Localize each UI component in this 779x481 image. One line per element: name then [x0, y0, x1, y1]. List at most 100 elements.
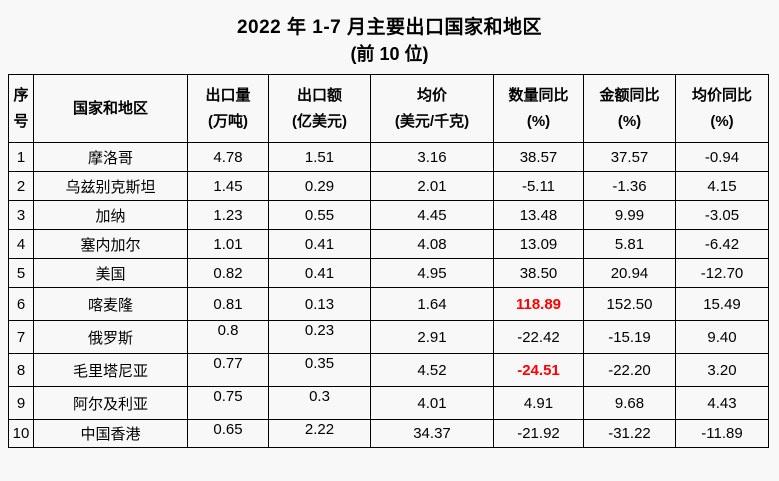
- cell-country: 俄罗斯: [33, 320, 188, 354]
- cell-export_qty: 0.65: [187, 419, 269, 448]
- cell-export_qty: 0.8: [187, 320, 269, 354]
- cell-price_yoy: 9.40: [675, 320, 769, 354]
- header-line-2: (美元/千克): [394, 112, 470, 130]
- cell-country: 加纳: [33, 200, 188, 230]
- cell-qty_yoy: 118.89: [493, 287, 584, 321]
- cell-no: 3: [8, 200, 34, 230]
- header-line-2: (%): [710, 112, 734, 130]
- cell-no: 2: [8, 171, 34, 201]
- export-countries-table: 序号国家和地区 出口量 (万吨) 出口额 (亿美元) 均价 (美元/千克) 数量同比 (%) 金额…: [8, 74, 769, 448]
- header-line-1: 国家和地区: [72, 99, 148, 117]
- table-row: 3 加纳 1.23 0.55 4.45 13.48 9.99 -3.05: [8, 200, 769, 230]
- header-line-2: (亿美元): [292, 112, 347, 130]
- cell-country: 乌兹别克斯坦: [33, 171, 188, 201]
- cell-avg_price: 34.37: [370, 419, 494, 448]
- cell-value_yoy: -22.20: [583, 353, 676, 387]
- cell-export_value: 0.23: [268, 320, 371, 354]
- cell-avg_price: 4.01: [370, 386, 494, 420]
- header-line-2: 号: [13, 112, 29, 130]
- cell-no: 10: [8, 419, 34, 448]
- cell-price_yoy: 3.20: [675, 353, 769, 387]
- cell-value_yoy: -15.19: [583, 320, 676, 354]
- column-header-qty_yoy: 数量同比 (%): [493, 74, 584, 143]
- page-title: 2022 年 1-7 月主要出口国家和地区 (前 10 位): [0, 0, 779, 68]
- cell-no: 7: [8, 320, 34, 354]
- header-line-1: 均价同比: [691, 86, 752, 104]
- cell-avg_price: 3.16: [370, 142, 494, 172]
- cell-price_yoy: -12.70: [675, 258, 769, 288]
- cell-value_yoy: -31.22: [583, 419, 676, 448]
- cell-avg_price: 1.64: [370, 287, 494, 321]
- header-line-1: 出口量: [205, 86, 251, 104]
- cell-price_yoy: 15.49: [675, 287, 769, 321]
- cell-price_yoy: 4.43: [675, 386, 769, 420]
- cell-price_yoy: -11.89: [675, 419, 769, 448]
- header-line-2: (%): [526, 112, 551, 130]
- cell-avg_price: 2.01: [370, 171, 494, 201]
- cell-qty_yoy: 4.91: [493, 386, 584, 420]
- cell-avg_price: 2.91: [370, 320, 494, 354]
- table-row: 5 美国 0.82 0.41 4.95 38.50 20.94 -12.70: [8, 258, 769, 288]
- cell-price_yoy: -0.94: [675, 142, 769, 172]
- cell-country: 阿尔及利亚: [33, 386, 188, 420]
- cell-no: 9: [8, 386, 34, 420]
- cell-export_qty: 0.75: [187, 386, 269, 420]
- cell-value_yoy: -1.36: [583, 171, 676, 201]
- cell-qty_yoy: -5.11: [493, 171, 584, 201]
- table-row: 8 毛里塔尼亚 0.77 0.35 4.52 -24.51 -22.20 3.20: [8, 353, 769, 387]
- header-row: 序号国家和地区 出口量 (万吨) 出口额 (亿美元) 均价 (美元/千克) 数量同比 (%) 金额…: [8, 74, 769, 143]
- cell-qty_yoy: -21.92: [493, 419, 584, 448]
- cell-value_yoy: 9.68: [583, 386, 676, 420]
- cell-country: 毛里塔尼亚: [33, 353, 188, 387]
- table-row: 4 塞内加尔 1.01 0.41 4.08 13.09 5.81 -6.42: [8, 229, 769, 259]
- title-line-2: (前 10 位): [350, 44, 429, 64]
- cell-avg_price: 4.52: [370, 353, 494, 387]
- cell-export_qty: 1.23: [187, 200, 269, 230]
- cell-price_yoy: 4.15: [675, 171, 769, 201]
- cell-export_value: 2.22: [268, 419, 371, 448]
- cell-value_yoy: 20.94: [583, 258, 676, 288]
- header-line-1: 出口额: [296, 86, 342, 104]
- header-line-1: 序: [13, 86, 29, 104]
- column-header-no: 序号: [8, 74, 34, 143]
- table-row: 7 俄罗斯 0.8 0.23 2.91 -22.42 -15.19 9.40: [8, 320, 769, 354]
- cell-value_yoy: 9.99: [583, 200, 676, 230]
- table-row: 1 摩洛哥 4.78 1.51 3.16 38.57 37.57 -0.94: [8, 142, 769, 172]
- column-header-export_value: 出口额 (亿美元): [268, 74, 371, 143]
- cell-qty_yoy: 38.57: [493, 142, 584, 172]
- cell-country: 摩洛哥: [33, 142, 188, 172]
- cell-value_yoy: 5.81: [583, 229, 676, 259]
- cell-export_value: 1.51: [268, 142, 371, 172]
- cell-no: 4: [8, 229, 34, 259]
- table-body: 1 摩洛哥 4.78 1.51 3.16 38.57 37.57 -0.94 2 乌兹别克斯坦 1.…: [8, 142, 769, 448]
- cell-country: 塞内加尔: [33, 229, 188, 259]
- header-line-2: (%): [617, 112, 642, 130]
- cell-export_qty: 1.45: [187, 171, 269, 201]
- title-line-1: 2022 年 1-7 月主要出口国家和地区: [236, 17, 543, 38]
- cell-export_qty: 0.81: [187, 287, 269, 321]
- table-row: 9 阿尔及利亚 0.75 0.3 4.01 4.91 9.68 4.43: [8, 386, 769, 420]
- table-row: 6 喀麦隆 0.81 0.13 1.64 118.89 152.50 15.49: [8, 287, 769, 321]
- column-header-value_yoy: 金额同比 (%): [583, 74, 676, 143]
- column-header-avg_price: 均价 (美元/千克): [370, 74, 494, 143]
- cell-qty_yoy: -24.51: [493, 353, 584, 387]
- column-header-price_yoy: 均价同比 (%): [675, 74, 769, 143]
- cell-qty_yoy: -22.42: [493, 320, 584, 354]
- header-line-1: 数量同比: [508, 86, 569, 104]
- cell-export_qty: 0.82: [187, 258, 269, 288]
- cell-export_value: 0.13: [268, 287, 371, 321]
- cell-no: 1: [8, 142, 34, 172]
- table-row: 2 乌兹别克斯坦 1.45 0.29 2.01 -5.11 -1.36 4.15: [8, 171, 769, 201]
- cell-value_yoy: 37.57: [583, 142, 676, 172]
- cell-no: 5: [8, 258, 34, 288]
- cell-country: 美国: [33, 258, 188, 288]
- cell-no: 8: [8, 353, 34, 387]
- header-line-1: 金额同比: [599, 86, 660, 104]
- cell-export_qty: 1.01: [187, 229, 269, 259]
- header-line-2: (万吨): [208, 112, 248, 130]
- cell-country: 中国香港: [33, 419, 188, 448]
- cell-qty_yoy: 13.48: [493, 200, 584, 230]
- cell-price_yoy: -3.05: [675, 200, 769, 230]
- cell-export_value: 0.41: [268, 229, 371, 259]
